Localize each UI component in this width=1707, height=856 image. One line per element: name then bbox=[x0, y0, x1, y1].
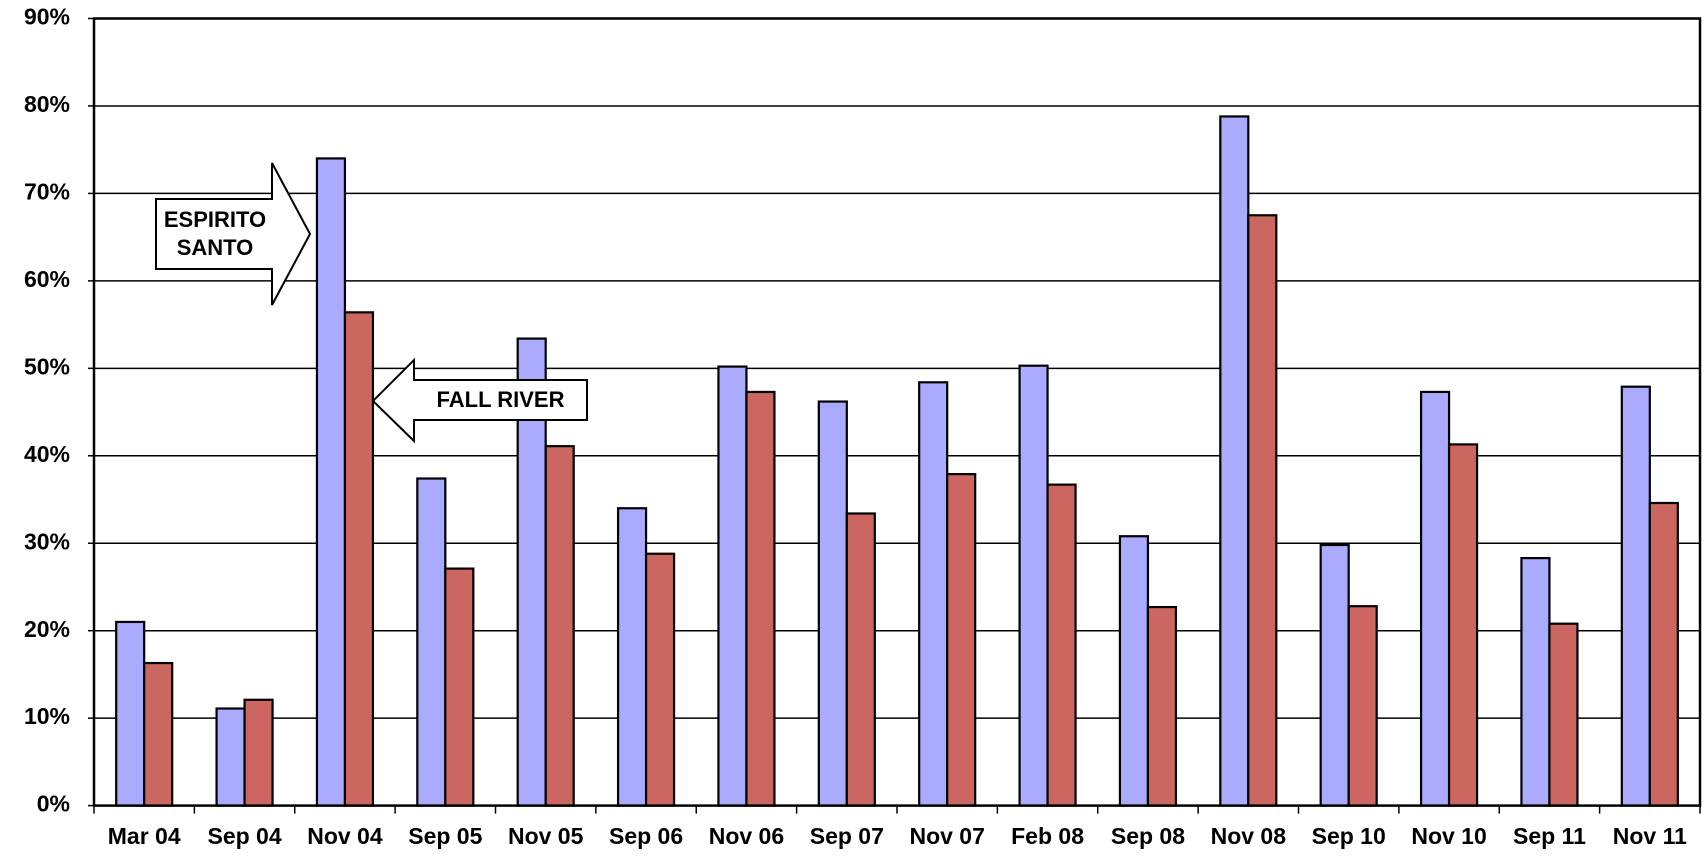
bar bbox=[1319, 543, 1350, 807]
x-tick-label: Sep 05 bbox=[408, 823, 482, 849]
bar bbox=[315, 157, 347, 807]
y-tick-label: 60% bbox=[24, 266, 70, 292]
bar bbox=[243, 698, 274, 807]
y-tick-label: 90% bbox=[24, 4, 70, 30]
bar bbox=[143, 661, 174, 807]
y-tick-label: 50% bbox=[24, 353, 70, 379]
bar bbox=[1419, 390, 1451, 807]
bar bbox=[115, 620, 146, 807]
y-tick-label: 10% bbox=[24, 703, 70, 729]
bar bbox=[1520, 557, 1551, 807]
bar bbox=[1146, 605, 1178, 807]
y-tick-label: 30% bbox=[24, 528, 70, 554]
bar bbox=[1447, 443, 1479, 807]
bar bbox=[1018, 364, 1049, 807]
bar bbox=[416, 477, 447, 807]
x-tick-label: Nov 08 bbox=[1211, 823, 1287, 849]
annotation-arrow bbox=[371, 357, 588, 444]
bar bbox=[444, 567, 475, 807]
bar bbox=[845, 512, 876, 807]
y-tick-label: 40% bbox=[24, 441, 70, 467]
x-tick-label: Nov 05 bbox=[508, 823, 584, 849]
y-tick-label: 0% bbox=[37, 791, 70, 817]
bar bbox=[1648, 501, 1679, 807]
x-tick-label: Nov 04 bbox=[307, 823, 383, 849]
series-label: ESPIRITO SANTO bbox=[163, 207, 267, 260]
bar bbox=[1347, 605, 1378, 807]
y-tick-label: 80% bbox=[24, 91, 70, 117]
bar bbox=[1247, 214, 1278, 807]
bar bbox=[918, 381, 949, 807]
bar bbox=[343, 311, 375, 807]
bar bbox=[616, 507, 648, 807]
bar bbox=[717, 365, 748, 807]
plot-border bbox=[92, 17, 1702, 807]
x-tick-label: Sep 07 bbox=[810, 823, 884, 849]
x-tick-label: Nov 11 bbox=[1613, 823, 1687, 849]
bar bbox=[946, 473, 977, 807]
bar bbox=[817, 400, 848, 807]
x-tick-label: Sep 06 bbox=[609, 823, 683, 849]
bar bbox=[644, 552, 676, 807]
bar bbox=[1620, 385, 1651, 807]
bar bbox=[1548, 622, 1579, 807]
bar bbox=[1046, 483, 1077, 807]
bar bbox=[1219, 115, 1250, 807]
x-tick-label: Sep 11 bbox=[1513, 823, 1586, 849]
y-tick-label: 70% bbox=[24, 178, 70, 204]
x-tick-label: Nov 06 bbox=[709, 823, 784, 849]
annotation-arrow bbox=[155, 162, 312, 306]
x-tick-label: Nov 07 bbox=[909, 823, 984, 849]
x-tick-label: Sep 04 bbox=[207, 823, 281, 849]
bar bbox=[1118, 535, 1150, 807]
x-tick-label: Mar 04 bbox=[108, 823, 181, 849]
x-tick-label: Nov 10 bbox=[1411, 823, 1486, 849]
x-tick-label: Sep 10 bbox=[1312, 823, 1386, 849]
bar bbox=[544, 445, 575, 807]
series-label: FALL RIVER bbox=[436, 387, 565, 412]
x-tick-label: Sep 08 bbox=[1111, 823, 1185, 849]
y-tick-label: 20% bbox=[24, 616, 70, 642]
bar bbox=[215, 707, 246, 807]
bar bbox=[745, 390, 776, 807]
x-tick-label: Feb 08 bbox=[1011, 823, 1084, 849]
